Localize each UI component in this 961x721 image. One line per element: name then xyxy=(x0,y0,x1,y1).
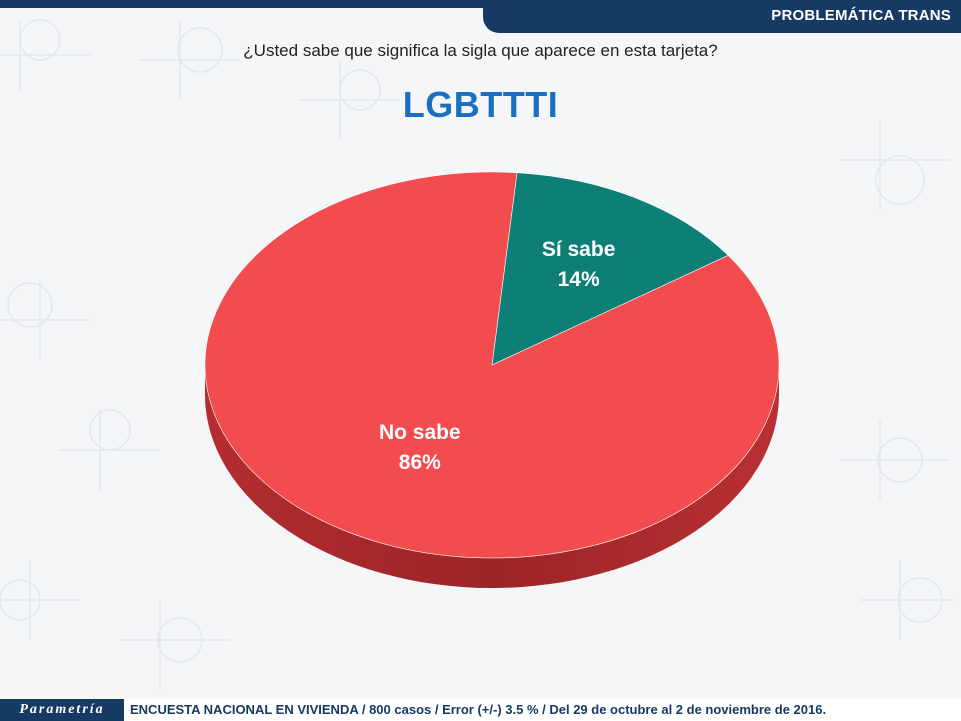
pattern-motif-4 xyxy=(840,120,950,210)
slice-label-no-sabe: No sabe 86% xyxy=(360,418,480,478)
chart-heading: LGBTTTI xyxy=(402,84,559,125)
footer-note: ENCUESTA NACIONAL EN VIVIENDA / 800 caso… xyxy=(130,702,827,717)
pattern-motif-7 xyxy=(840,420,950,500)
slice-name-no-sabe: No sabe xyxy=(378,421,461,445)
pattern-motif-9 xyxy=(860,560,955,640)
pattern-motif-1 xyxy=(0,19,90,90)
pie-slice-no-sabe xyxy=(204,171,780,559)
slice-label-si-sabe: Sí sabe 14% xyxy=(519,235,639,295)
question-text: ¿Usted sabe que significa la sigla que a… xyxy=(243,41,718,60)
pie-slice-si-sabe xyxy=(491,172,729,366)
pattern-motif-3 xyxy=(300,60,400,140)
pattern-motif-8 xyxy=(0,560,80,640)
slice-name-si-sabe: Sí sabe xyxy=(541,237,616,261)
pattern-motif-5 xyxy=(0,280,90,360)
section-label: PROBLEMÁTICA TRANS xyxy=(771,7,951,24)
top-band xyxy=(0,0,961,8)
parametria-logo: Parametría xyxy=(0,699,124,721)
pattern-motif-6 xyxy=(60,409,160,490)
section-tab: PROBLEMÁTICA TRANS xyxy=(483,0,961,33)
footer-bar xyxy=(0,699,961,721)
pattern-motif-10 xyxy=(120,600,230,690)
slice-value-si-sabe: 14% xyxy=(557,267,600,291)
pattern-motif-2 xyxy=(140,20,240,100)
slice-value-no-sabe: 86% xyxy=(398,451,441,475)
